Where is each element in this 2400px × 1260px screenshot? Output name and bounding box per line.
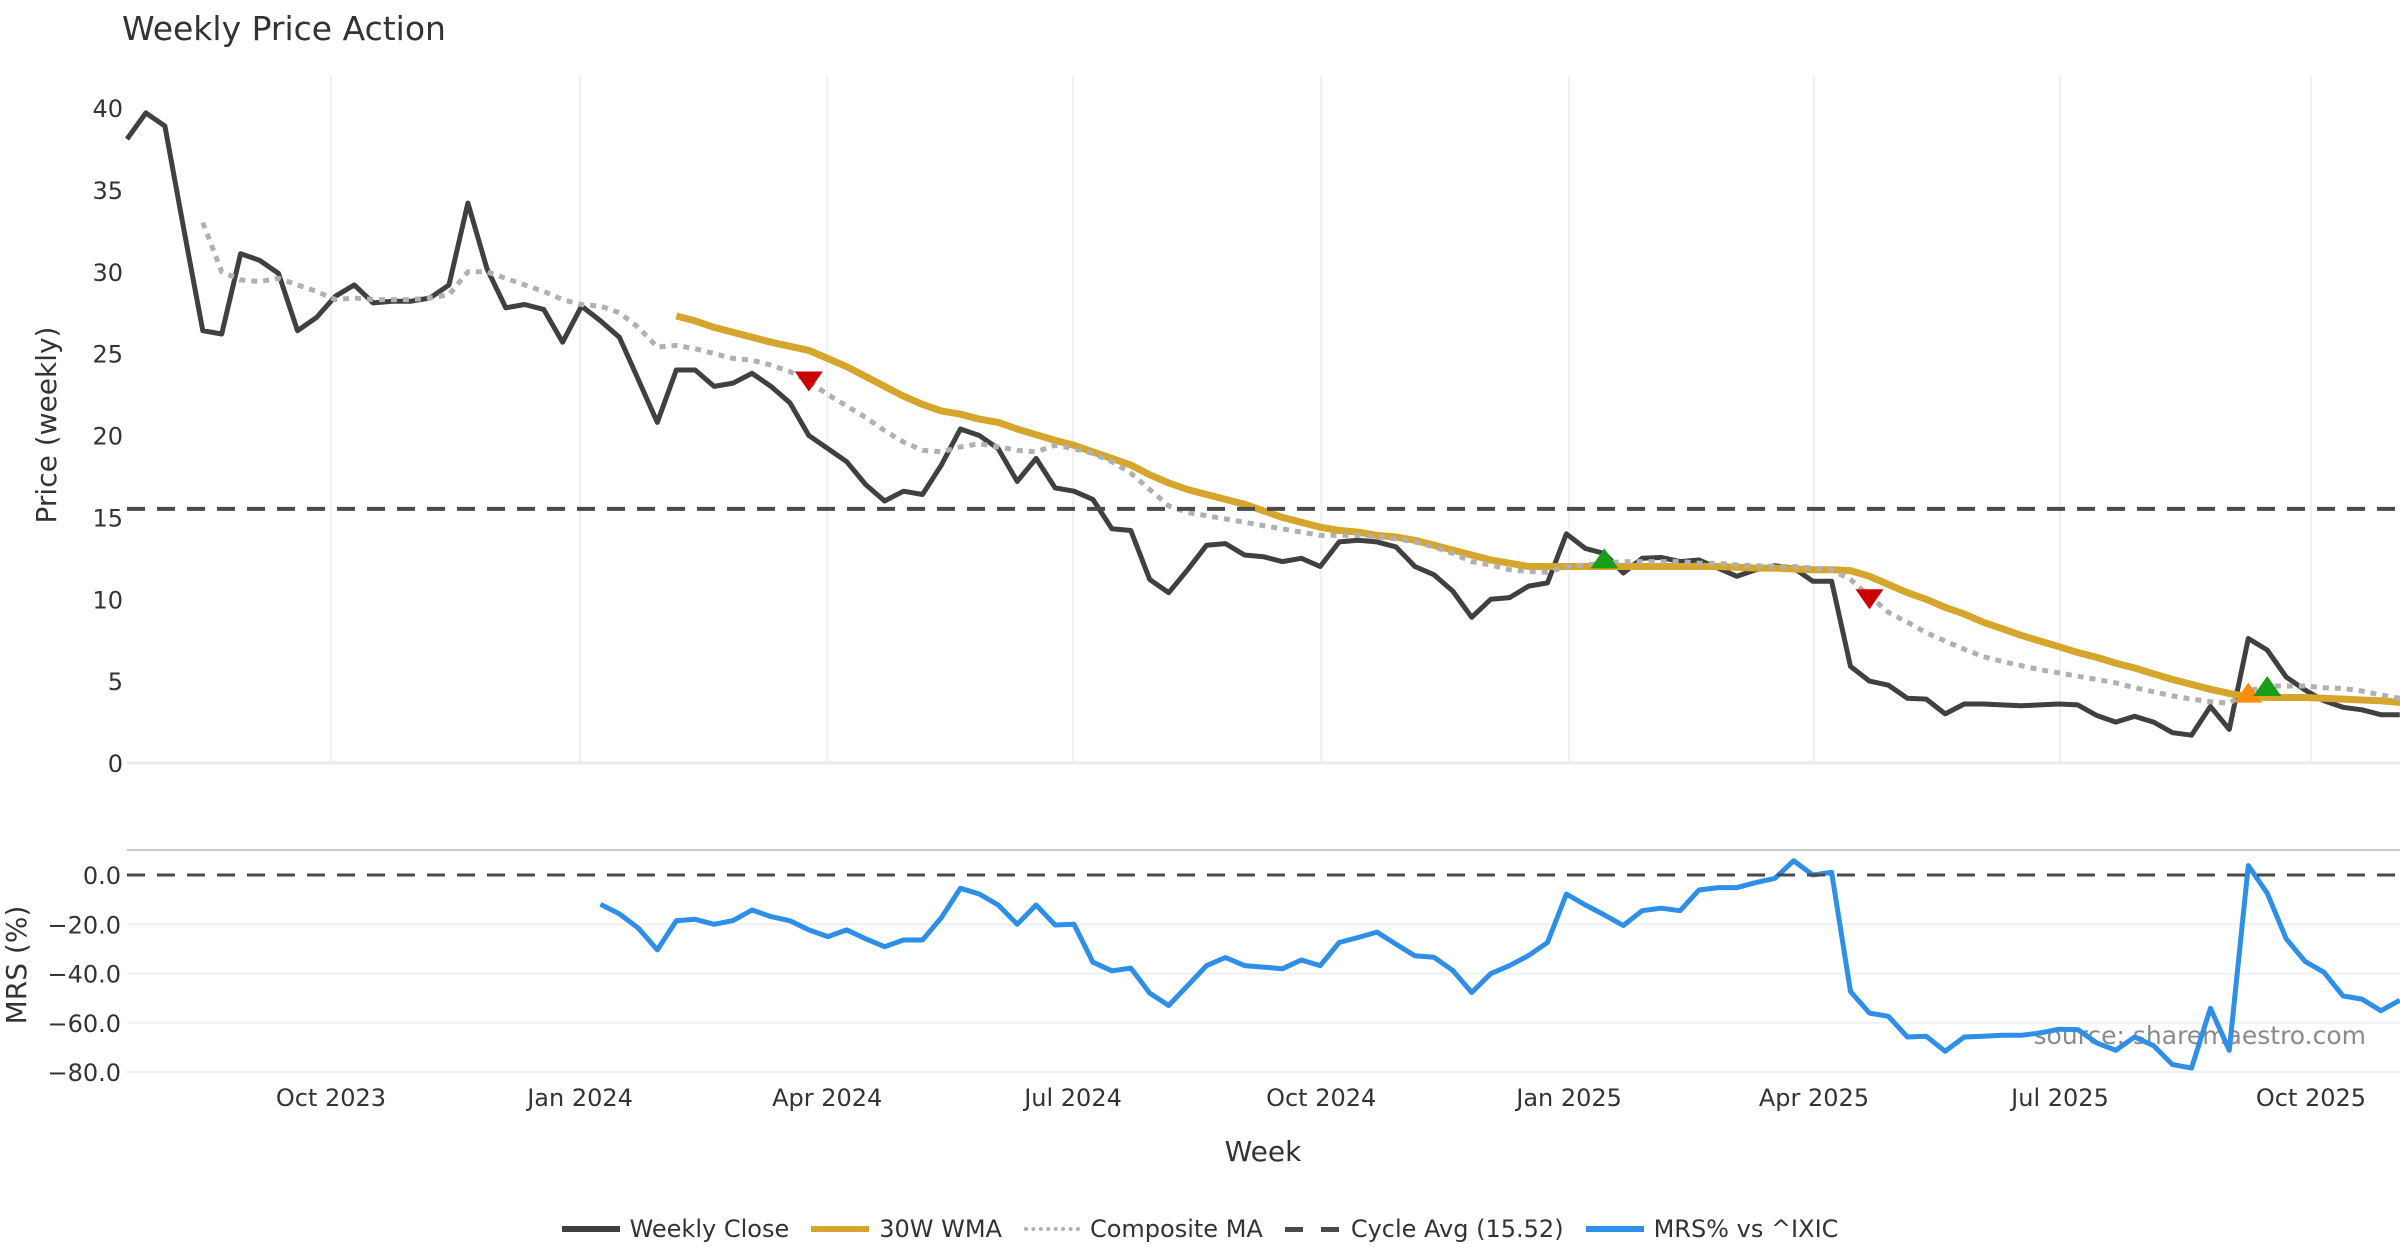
x-tick-label: Apr 2024 [772, 1084, 882, 1112]
legend-item-cycle-avg[interactable]: Cycle Avg (15.52) [1284, 1215, 1564, 1243]
series-mrs-vs-ixic [599, 858, 2400, 1071]
price-y-axis-ticks: 0 5 10 15 20 25 30 35 40 [92, 95, 123, 778]
price-y-tick-label: 35 [92, 177, 123, 205]
signal-markers [794, 371, 2282, 703]
mrs-panel-gridlines [127, 923, 2400, 1073]
legend-label: Cycle Avg (15.52) [1350, 1215, 1564, 1243]
price-y-axis-title: Price (weekly) [30, 327, 63, 524]
mrs-y-axis-title: MRS (%) [0, 906, 33, 1025]
legend-label: 30W WMA [879, 1215, 1002, 1243]
x-tick-label: Jul 2024 [1022, 1084, 1122, 1112]
x-tick-label: Jan 2025 [1514, 1084, 1622, 1112]
x-tick-label: Jul 2025 [2009, 1084, 2109, 1112]
legend-label: Weekly Close [629, 1215, 790, 1243]
x-tick-label: Jan 2024 [525, 1084, 633, 1112]
price-y-tick-label: 20 [92, 423, 123, 451]
sell-signal-marker [794, 371, 823, 392]
legend-item-weekly-close[interactable]: Weekly Close [561, 1215, 790, 1243]
legend-label: Composite MA [1089, 1215, 1263, 1243]
series-weekly-close [124, 110, 2400, 738]
series-30w-wma [675, 312, 2400, 706]
price-y-tick-label: 25 [92, 341, 123, 369]
weekly-close-swatch-icon [561, 1226, 620, 1232]
legend-label: MRS% vs ^IXIC [1653, 1215, 1839, 1243]
price-y-tick-label: 5 [108, 668, 123, 696]
chart-legend: Weekly Close 30W WMA Composite MA Cycle … [0, 1208, 2400, 1250]
buy-signal-marker [2253, 676, 2282, 697]
sell-signal-marker [1855, 589, 1884, 610]
mrs-y-tick-label: −80.0 [47, 1059, 121, 1087]
mrs-y-tick-label: −60.0 [47, 1010, 121, 1038]
mrs-y-tick-label: 0.0 [83, 862, 121, 890]
price-y-tick-label: 40 [92, 95, 123, 123]
series-composite-ma [200, 221, 2400, 706]
legend-item-mrs[interactable]: MRS% vs ^IXIC [1585, 1215, 1839, 1243]
x-tick-label: Oct 2023 [276, 1084, 386, 1112]
buy-signal-marker [1590, 548, 1619, 569]
price-panel-gridlines [127, 76, 2400, 765]
price-y-tick-label: 30 [92, 259, 123, 287]
x-axis-title: Week [1225, 1135, 1302, 1168]
alert-signal-marker [2234, 682, 2263, 703]
x-axis-ticks: Oct 2023 Jan 2024 Apr 2024 Jul 2024 Oct 2024… [276, 1084, 2366, 1112]
x-tick-label: Apr 2025 [1759, 1084, 1869, 1112]
x-tick-label: Oct 2025 [2256, 1084, 2366, 1112]
mrs-swatch-icon [1585, 1226, 1644, 1232]
price-y-tick-label: 0 [108, 750, 123, 778]
wma-swatch-icon [811, 1226, 870, 1232]
chart-title: Weekly Price Action [122, 9, 446, 48]
mrs-y-axis-ticks: 0.0 −20.0 −40.0 −60.0 −80.0 [47, 862, 121, 1087]
mrs-y-tick-label: −20.0 [47, 911, 121, 939]
price-y-tick-label: 15 [92, 504, 123, 532]
price-y-tick-label: 10 [92, 586, 123, 614]
mrs-y-tick-label: −40.0 [47, 961, 121, 989]
composite-ma-swatch-icon [1023, 1227, 1080, 1231]
legend-item-composite-ma[interactable]: Composite MA [1023, 1215, 1263, 1243]
cycle-avg-swatch-icon [1284, 1226, 1341, 1232]
x-tick-label: Oct 2024 [1266, 1084, 1376, 1112]
series-layer [124, 110, 2400, 1071]
legend-item-30w-wma[interactable]: 30W WMA [811, 1215, 1002, 1243]
